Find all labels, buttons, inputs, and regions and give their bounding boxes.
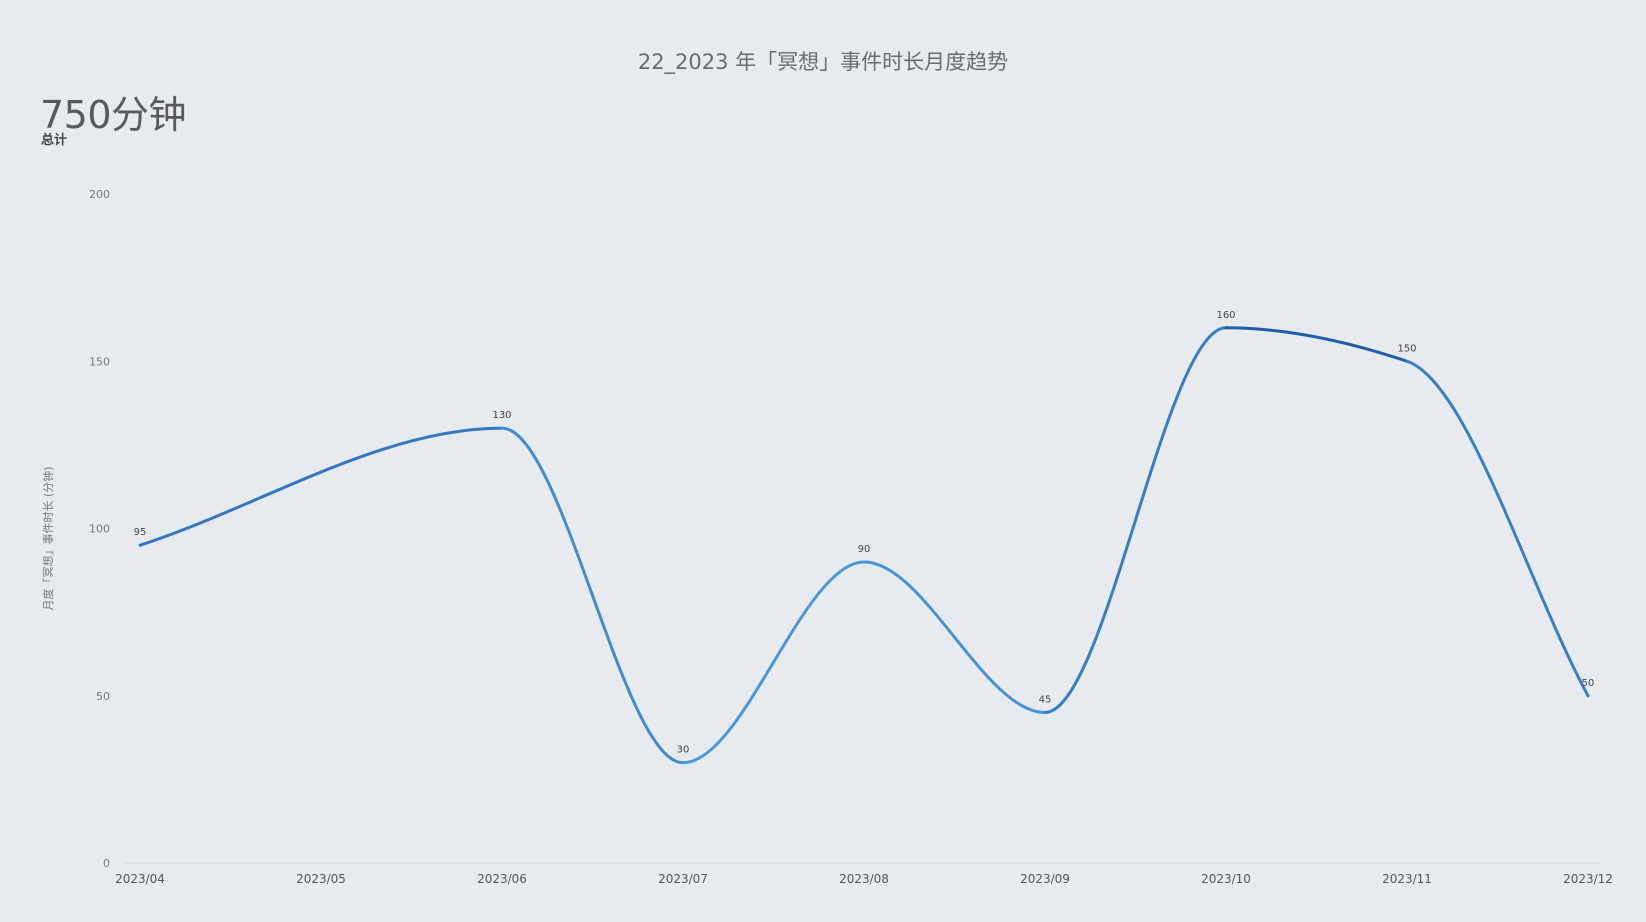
series-line-segment (1043, 326, 1228, 714)
x-tick-label: 2023/04 (115, 872, 165, 886)
y-tick-label: 0 (103, 857, 110, 870)
x-tick-label: 2023/08 (839, 872, 889, 886)
x-tick-label: 2023/10 (1201, 872, 1251, 886)
data-label: 90 (858, 544, 871, 555)
series-line-segment (681, 560, 866, 765)
data-label: 50 (1582, 678, 1595, 689)
x-tick-label: 2023/05 (296, 872, 346, 886)
y-axis-ticks: 0 50 100 150 200 (89, 188, 110, 870)
data-label: 30 (677, 745, 690, 756)
series-line-segment (1224, 326, 1409, 363)
data-label: 45 (1039, 694, 1052, 705)
series-line-segment (138, 426, 504, 547)
series-line-segment (1405, 359, 1590, 698)
x-tick-label: 2023/09 (1020, 872, 1070, 886)
y-tick-label: 150 (89, 355, 110, 368)
data-label: 95 (134, 527, 147, 538)
x-tick-label: 2023/11 (1382, 872, 1432, 886)
data-label: 160 (1216, 310, 1235, 321)
y-tick-label: 100 (89, 523, 110, 536)
series-line-segment (862, 560, 1047, 714)
data-label: 150 (1397, 343, 1416, 354)
x-tick-label: 2023/12 (1563, 872, 1613, 886)
y-axis-label: 月度「冥想」事件时长 (分钟) (41, 466, 55, 610)
series-line-segment (500, 426, 685, 765)
x-axis-ticks: 2023/04 2023/05 2023/06 2023/07 2023/08 2023/… (115, 872, 1613, 886)
x-tick-label: 2023/06 (477, 872, 527, 886)
data-labels: 95 130 30 90 45 160 150 50 (134, 310, 1595, 756)
y-tick-label: 200 (89, 188, 110, 201)
total-label: 总计 (41, 133, 68, 148)
chart-title: 22_2023 年「冥想」事件时长月度趋势 (637, 50, 1009, 74)
x-tick-label: 2023/07 (658, 872, 708, 886)
total-value: 750分钟 (40, 93, 187, 137)
data-label: 130 (492, 410, 511, 421)
y-tick-label: 50 (96, 690, 110, 703)
series-lines (138, 326, 1590, 765)
